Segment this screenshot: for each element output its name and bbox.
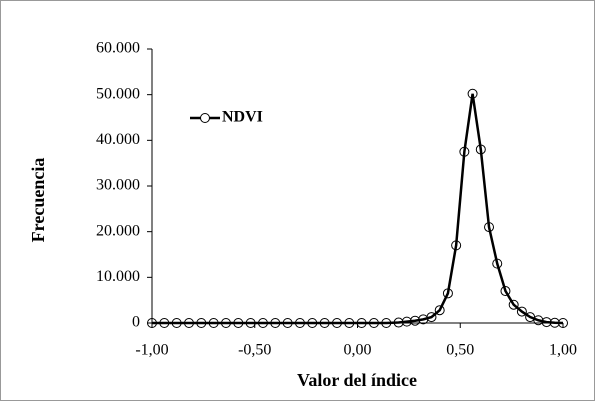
marker — [245, 318, 256, 328]
marker — [319, 318, 330, 328]
marker — [344, 318, 355, 328]
x-tick-label: 0,50 — [446, 342, 474, 359]
marker — [270, 318, 281, 328]
x-axis-title: Valor del índice — [297, 370, 417, 390]
legend-marker — [200, 113, 210, 123]
x-tick-label: 1,00 — [549, 342, 577, 359]
marker — [282, 318, 293, 328]
marker — [368, 318, 379, 328]
marker — [533, 315, 544, 326]
marker — [233, 318, 244, 328]
y-tick-label: 10.000 — [96, 268, 140, 285]
marker — [492, 258, 503, 269]
marker — [183, 318, 194, 328]
marker — [451, 240, 462, 251]
marker — [516, 306, 527, 317]
marker — [508, 299, 519, 310]
marker — [356, 318, 367, 328]
marker — [208, 318, 219, 328]
marker — [401, 316, 412, 327]
marker — [442, 288, 453, 299]
x-tick-label: -1,00 — [135, 342, 168, 359]
marker — [196, 318, 207, 328]
marker — [331, 318, 342, 328]
marker — [294, 318, 305, 328]
marker — [426, 312, 437, 323]
marker — [220, 318, 231, 328]
y-tick-label: 30.000 — [96, 177, 140, 194]
marker — [541, 317, 552, 328]
marker — [475, 144, 486, 155]
y-tick-label: 0 — [132, 314, 140, 331]
marker — [147, 318, 157, 328]
marker — [549, 317, 560, 328]
y-tick-label: 60.000 — [96, 40, 140, 57]
marker — [459, 146, 470, 157]
marker — [484, 222, 495, 233]
y-tick-label: 40.000 — [96, 131, 140, 148]
marker — [257, 318, 268, 328]
x-tick-label: 0,00 — [344, 342, 372, 359]
marker — [381, 318, 392, 328]
marker — [467, 88, 478, 99]
marker — [393, 317, 404, 328]
y-tick-label: 50.000 — [96, 85, 140, 102]
marker — [434, 305, 445, 316]
x-tick-label: -0,50 — [238, 342, 271, 359]
marker — [558, 318, 568, 328]
y-axis-title: Frecuencia — [28, 158, 48, 243]
y-tick-label: 20.000 — [96, 222, 140, 239]
marker — [410, 315, 421, 326]
marker — [500, 286, 511, 297]
marker — [307, 318, 318, 328]
marker — [159, 318, 170, 328]
marker — [171, 318, 182, 328]
legend-label: NDVI — [222, 109, 263, 126]
